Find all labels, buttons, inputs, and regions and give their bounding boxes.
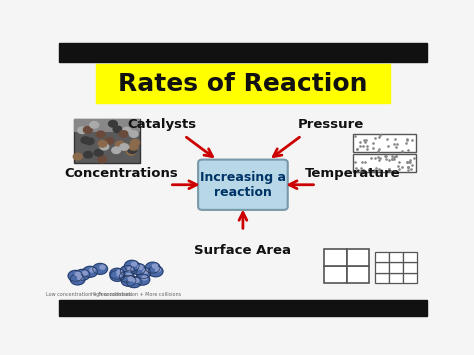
Circle shape: [113, 126, 122, 133]
Bar: [346, 266, 369, 283]
Circle shape: [98, 156, 107, 163]
Circle shape: [117, 272, 122, 276]
Circle shape: [143, 269, 148, 273]
Circle shape: [119, 271, 134, 282]
Circle shape: [110, 271, 125, 281]
Circle shape: [129, 143, 138, 150]
Circle shape: [83, 127, 92, 133]
Bar: [59, 43, 427, 62]
Circle shape: [70, 274, 85, 285]
Bar: [389, 252, 403, 262]
Circle shape: [117, 270, 122, 274]
Bar: [389, 262, 403, 273]
Circle shape: [131, 262, 137, 266]
Circle shape: [77, 276, 82, 280]
Circle shape: [119, 131, 128, 137]
Text: Temperature: Temperature: [305, 167, 401, 180]
Circle shape: [146, 262, 160, 273]
Bar: [353, 154, 416, 172]
Circle shape: [121, 275, 136, 286]
Circle shape: [148, 266, 163, 277]
Text: High concentration + More collisions: High concentration + More collisions: [91, 291, 182, 296]
Bar: [74, 119, 140, 132]
Circle shape: [85, 138, 94, 144]
Bar: [403, 262, 417, 273]
Circle shape: [116, 141, 124, 148]
Bar: [59, 300, 427, 316]
Circle shape: [90, 268, 95, 272]
Circle shape: [127, 277, 141, 288]
Circle shape: [126, 273, 131, 277]
Circle shape: [127, 149, 136, 155]
Text: Catalysts: Catalysts: [128, 118, 197, 131]
Circle shape: [83, 266, 98, 277]
Circle shape: [138, 266, 143, 269]
Circle shape: [78, 127, 87, 133]
Circle shape: [75, 272, 80, 276]
Circle shape: [125, 260, 139, 271]
Circle shape: [120, 266, 135, 276]
Bar: [403, 252, 417, 262]
Circle shape: [75, 269, 90, 280]
Circle shape: [136, 268, 151, 279]
Circle shape: [142, 276, 147, 280]
Circle shape: [129, 131, 138, 137]
Circle shape: [73, 153, 82, 160]
Bar: [389, 273, 403, 283]
Circle shape: [135, 274, 150, 285]
Circle shape: [90, 122, 99, 128]
Circle shape: [155, 268, 160, 272]
Circle shape: [128, 147, 137, 153]
Bar: [353, 134, 416, 152]
Bar: [324, 249, 346, 266]
Circle shape: [96, 131, 105, 138]
Bar: [375, 262, 389, 273]
FancyBboxPatch shape: [198, 160, 288, 210]
Circle shape: [81, 137, 90, 143]
Text: Low concentration + Few collisions: Low concentration + Few collisions: [46, 291, 131, 296]
Circle shape: [100, 265, 105, 269]
FancyBboxPatch shape: [96, 65, 390, 103]
Circle shape: [100, 143, 109, 150]
Circle shape: [112, 147, 121, 153]
Bar: [375, 273, 389, 283]
Circle shape: [131, 140, 139, 146]
Circle shape: [134, 279, 139, 283]
Circle shape: [105, 138, 114, 144]
Circle shape: [84, 151, 92, 158]
Circle shape: [120, 144, 128, 150]
Text: Pressure: Pressure: [298, 118, 364, 131]
Circle shape: [94, 149, 103, 156]
Circle shape: [152, 264, 157, 268]
Text: Rates of Reaction: Rates of Reaction: [118, 72, 368, 95]
Bar: [346, 249, 369, 266]
Text: Surface Area: Surface Area: [194, 244, 292, 257]
Circle shape: [93, 263, 108, 274]
Text: Increasing a
reaction: Increasing a reaction: [200, 171, 286, 199]
Bar: [74, 119, 140, 163]
Circle shape: [122, 127, 131, 134]
Bar: [403, 273, 417, 283]
Text: Concentrations: Concentrations: [65, 167, 179, 180]
Circle shape: [128, 267, 132, 271]
Circle shape: [82, 271, 87, 275]
Circle shape: [128, 277, 133, 281]
Bar: [375, 252, 389, 262]
Bar: [324, 266, 346, 283]
Circle shape: [98, 141, 107, 147]
Circle shape: [109, 120, 118, 127]
Circle shape: [110, 268, 125, 279]
Circle shape: [68, 271, 83, 281]
Circle shape: [131, 263, 146, 274]
